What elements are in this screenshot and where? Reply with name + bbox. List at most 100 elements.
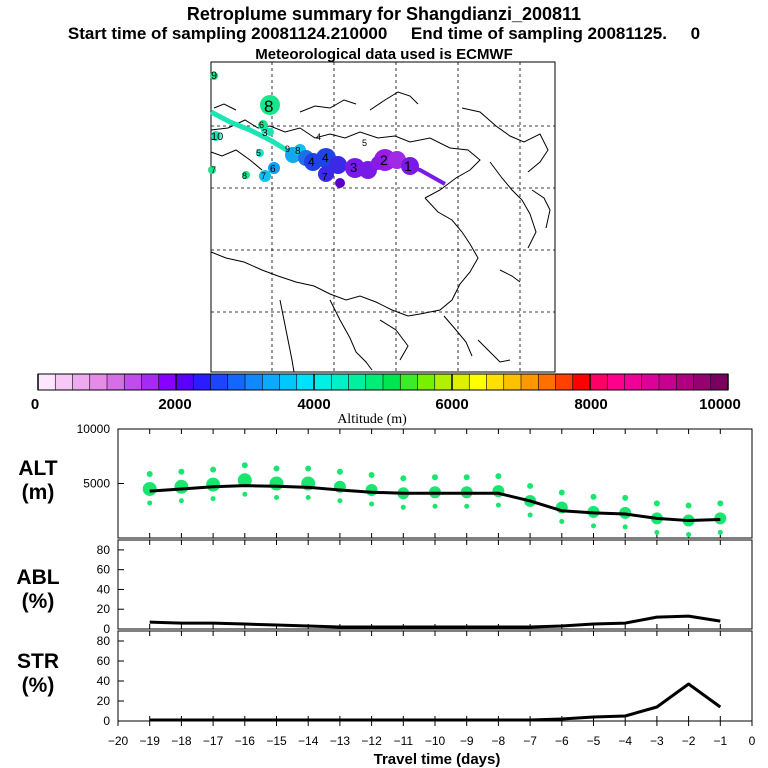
colorbar-swatch: [141, 374, 160, 390]
particle-cluster: [178, 468, 185, 475]
particle-cluster: [714, 512, 727, 525]
plume-label: 3: [350, 160, 357, 175]
alt-label: ALT (m): [18, 457, 57, 504]
colorbar-swatch: [38, 374, 56, 390]
colorbar-swatch: [365, 374, 384, 390]
particle-cluster: [178, 498, 184, 504]
colorbar-swatch: [538, 374, 556, 390]
particle-cluster: [146, 470, 153, 477]
chart-title: Retroplume summary for Shangdianzi_20081…: [186, 4, 582, 24]
colorbar-swatch: [262, 374, 280, 390]
particle-cluster: [368, 472, 375, 479]
colorbar-tick: 6000: [435, 396, 468, 413]
colorbar-frame: [37, 373, 729, 391]
plume-label: 1: [404, 158, 412, 174]
plume-label: 9: [285, 144, 290, 154]
y-tick-label: 10000: [77, 422, 111, 436]
x-tick-label: −7: [523, 734, 537, 748]
particle-cluster: [653, 500, 660, 507]
x-tick-label: −2: [682, 734, 696, 748]
alt-series-line: [149, 484, 721, 523]
colorbar-swatch: [210, 374, 229, 390]
colorbar-swatch: [624, 374, 643, 390]
plume-labels: 9 8 6 10 3 5 8 4 5 4 7 6 4 3 2 1 8 7 7 9: [211, 70, 412, 183]
plume-label: 4: [316, 132, 321, 142]
plume-label: 7: [261, 171, 266, 181]
particle-cluster: [147, 500, 153, 506]
x-tick-label: −20: [108, 734, 129, 748]
altitude-colorbar: [37, 373, 729, 391]
colorbar-ticks: 0 2000 4000 6000 8000 10000: [31, 396, 741, 413]
plume-label: 6: [270, 164, 276, 175]
colorbar-swatch: [607, 374, 625, 390]
colorbar-swatch: [659, 374, 677, 390]
y-tick-label: 5000: [83, 477, 110, 491]
colorbar-swatch: [400, 374, 418, 390]
colorbar-tick: 10000: [699, 396, 741, 413]
colorbar-swatch: [572, 374, 591, 390]
particle-cluster: [210, 496, 216, 502]
y-tick-label: 80: [97, 634, 111, 648]
met-data-note: Meteorological data used is ECMWF: [255, 46, 513, 63]
particle-cluster: [174, 479, 189, 494]
colorbar-tick: 8000: [574, 396, 607, 413]
colorbar-swatch: [452, 374, 470, 390]
colorbar-swatch: [693, 374, 712, 390]
particle-cluster: [369, 501, 375, 507]
x-tick-label: −5: [587, 734, 601, 748]
x-axis-label: Travel time (days): [374, 751, 501, 768]
colorbar-swatch: [72, 374, 91, 390]
colorbar-swatch: [245, 374, 263, 390]
particle-cluster: [337, 498, 343, 504]
colorbar-tick: 2000: [158, 396, 191, 413]
x-tick-label: −10: [425, 734, 446, 748]
particle-cluster: [269, 476, 284, 491]
colorbar-swatch: [55, 374, 73, 390]
colorbar-swatch: [503, 374, 522, 390]
particle-cluster: [591, 523, 596, 529]
colorbar-swatch: [641, 374, 660, 390]
y-tick-label: 40: [97, 674, 111, 688]
particle-cluster: [527, 512, 533, 518]
particle-cluster: [527, 482, 534, 489]
colorbar-swatch: [89, 374, 108, 390]
particle-cluster: [142, 481, 157, 496]
colorbar-swatch: [710, 374, 729, 390]
x-tick-label: −11: [394, 734, 414, 748]
y-tick-label: 60: [97, 563, 111, 577]
particle-cluster: [206, 477, 221, 492]
particle-cluster: [654, 529, 660, 535]
x-tick-label: 0: [749, 734, 756, 748]
x-tick-label: −3: [650, 734, 664, 748]
y-tick-label: 0: [103, 714, 110, 728]
colorbar-swatch: [417, 374, 436, 390]
plume-label: 5: [362, 138, 367, 148]
x-tick-label: −6: [555, 734, 569, 748]
colorbar-swatch: [279, 374, 298, 390]
colorbar-tick: 0: [31, 396, 39, 413]
colorbar-swatch: [555, 374, 574, 390]
y-tick-label: 60: [97, 654, 111, 668]
colorbar-swatch: [521, 374, 539, 390]
particle-cluster: [590, 493, 597, 500]
x-tick-label: −8: [492, 734, 506, 748]
colorbar-swatch: [296, 374, 315, 390]
plume-label: 7: [322, 172, 328, 183]
particle-cluster: [432, 503, 438, 509]
particle-cluster: [686, 532, 692, 538]
y-tick-label: 0: [103, 622, 110, 636]
sampling-times: Start time of sampling 20081124.210000 E…: [67, 24, 701, 43]
y-tick-label: 20: [97, 694, 111, 708]
colorbar-swatch: [107, 374, 125, 390]
particle-cluster: [463, 474, 470, 481]
colorbar-swatch: [434, 374, 453, 390]
colorbar-swatch: [486, 374, 505, 390]
colorbar-swatch: [469, 374, 487, 390]
plume-label: 8: [264, 97, 273, 116]
particle-cluster: [622, 524, 628, 530]
plume-label: 9: [211, 70, 217, 82]
colorbar-swatch: [383, 374, 401, 390]
particle-cluster: [685, 502, 692, 509]
